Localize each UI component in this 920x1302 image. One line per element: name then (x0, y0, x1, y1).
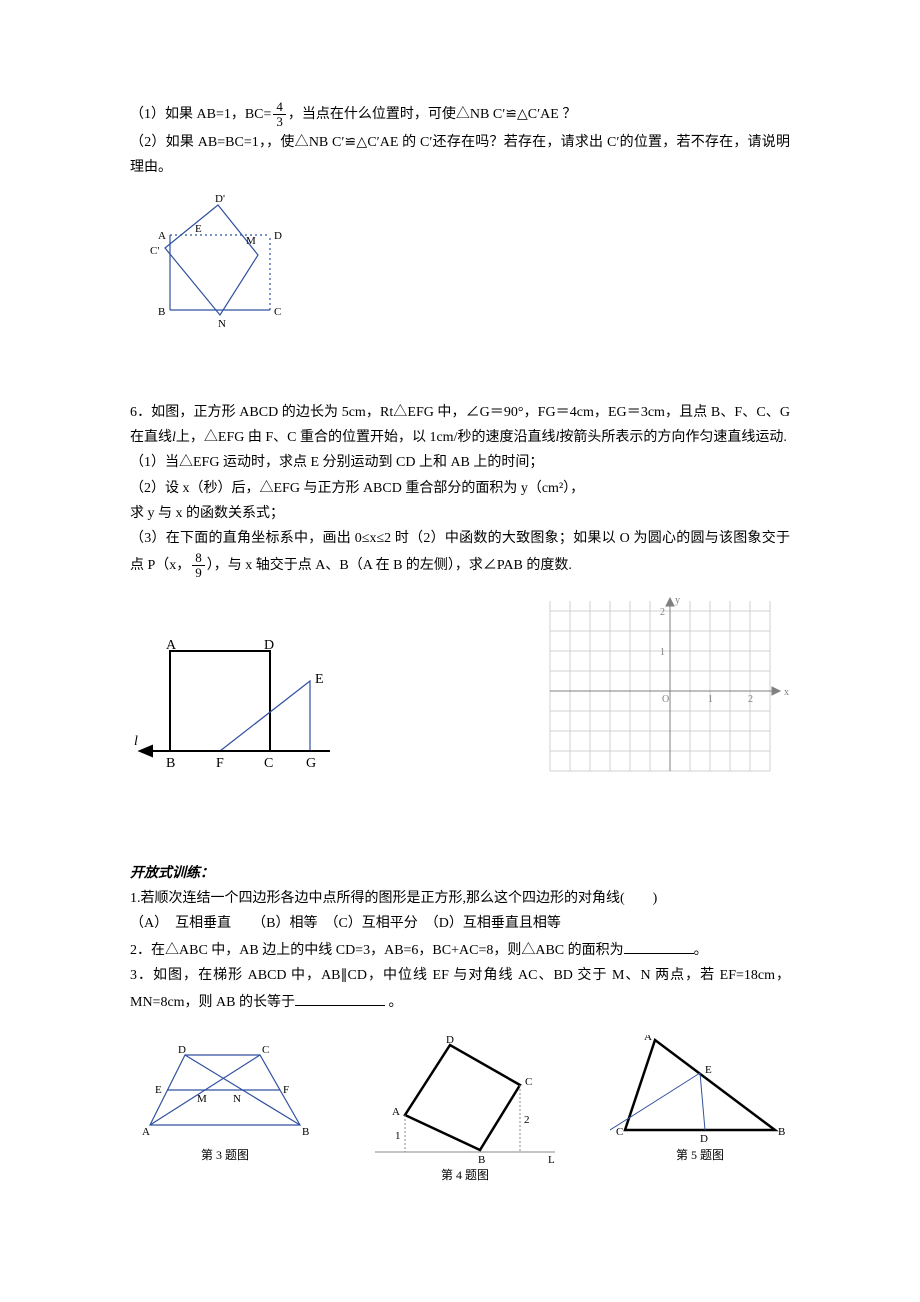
lbl-C2: C (264, 756, 273, 771)
q5-line1b: ，当点在什么位置时，可使△NB C′≌△C′AE ？ (288, 107, 576, 122)
q6-p1: 6．如图，正方形 ABCD 的边长为 5cm，Rt△EFG 中，∠G＝90°，F… (130, 400, 790, 450)
lbl-E2: E (315, 672, 324, 687)
q5-line2: （2）如果 AB=BC=1，，使△NB C′≌△C′AE 的 C′还存在吗？若存… (130, 130, 790, 180)
fig5-svg: A B C D E (610, 1035, 790, 1145)
fig3-caption: 第 3 题图 (130, 1145, 320, 1167)
svg-text:E: E (705, 1064, 712, 1076)
svg-text:N: N (233, 1093, 241, 1105)
lbl-B: B (158, 306, 165, 318)
q5-line1: （1）如果 AB=1，BC=43，当点在什么位置时，可使△NB C′≌△C′AE… (130, 100, 790, 130)
fig5-caption: 第 5 题图 (610, 1145, 790, 1167)
svg-text:A: A (392, 1106, 400, 1118)
yt1: 1 (660, 647, 665, 658)
lbl-C: C (274, 306, 281, 318)
q5-figure: A B C D D' C' E M N (130, 190, 790, 330)
q5-svg: A B C D D' C' E M N (130, 190, 310, 330)
lbl-Dp: D' (215, 193, 225, 205)
svg-text:D: D (700, 1133, 708, 1145)
svg-text:C: C (616, 1126, 623, 1138)
q6-right-svg: x y O 1 2 1 2 (540, 591, 790, 781)
train-q1-opts: （A） 互相垂直 （B）相等 （C）互相平分 （D）互相垂直且相等 (130, 911, 790, 936)
svg-text:L: L (548, 1154, 555, 1165)
svg-text:C: C (525, 1076, 532, 1088)
svg-text:B: B (478, 1154, 485, 1165)
training-figures: A B C D E F M N 第 3 题图 (130, 1035, 790, 1187)
origin: O (662, 694, 669, 705)
fig5-col: A B C D E 第 5 题图 (610, 1035, 790, 1167)
svg-text:A: A (142, 1126, 150, 1138)
svg-text:A: A (644, 1035, 652, 1043)
lbl-D2: D (264, 638, 274, 653)
lbl-D: D (274, 230, 282, 242)
lbl-E: E (195, 223, 202, 235)
svg-text:B: B (778, 1126, 785, 1138)
svg-text:E: E (155, 1084, 162, 1096)
svg-text:B: B (302, 1126, 309, 1138)
axis-y: y (675, 595, 680, 606)
fig3-col: A B C D E F M N 第 3 题图 (130, 1035, 320, 1167)
lbl-M: M (246, 235, 256, 247)
q6-figures: A B C D E F G l (130, 591, 790, 781)
lbl-N: N (218, 318, 226, 330)
blank-2 (295, 988, 385, 1006)
train-q3: 3．如图，在梯形 ABCD 中，AB∥CD，中位线 EF 与对角线 AC、BD … (130, 963, 790, 1015)
svg-text:D: D (178, 1044, 186, 1056)
lbl-Cp: C' (150, 245, 159, 257)
q6-p4: 求 y 与 x 的函数关系式； (130, 501, 790, 526)
frac-4-3: 43 (273, 100, 286, 130)
lbl-l: l (134, 734, 138, 749)
train-q2: 2．在△ABC 中，AB 边上的中线 CD=3，AB=6，BC+AC=8，则△A… (130, 936, 790, 963)
train-q1: 1.若顺次连结一个四边形各边中点所得的图形是正方形,那么这个四边形的对角线( ) (130, 886, 790, 911)
fig4-svg: A B C D 1 2 L (370, 1035, 560, 1165)
blank-1 (624, 936, 694, 954)
q6-p3: （2）设 x（秒）后，△EFG 与正方形 ABCD 重合部分的面积为 y（cm²… (130, 476, 790, 501)
lbl-A2: A (166, 638, 177, 653)
q5-line1a: （1）如果 AB=1，BC= (130, 107, 271, 122)
lbl-G2: G (306, 756, 316, 771)
lbl-F2: F (216, 756, 224, 771)
lbl-B2: B (166, 756, 175, 771)
svg-text:F: F (283, 1084, 289, 1096)
svg-text:1: 1 (395, 1130, 401, 1142)
xt2: 2 (748, 694, 753, 705)
q6-left-svg: A B C D E F G l (130, 631, 350, 781)
fig4-col: A B C D 1 2 L 第 4 题图 (370, 1035, 560, 1187)
q6-p2: （1）当△EFG 运动时，求点 E 分别运动到 CD 上和 AB 上的时间； (130, 450, 790, 475)
q6-p5: （3）在下面的直角坐标系中，画出 0≤x≤2 时（2）中函数的大致图象；如果以 … (130, 526, 790, 581)
svg-text:D: D (446, 1035, 454, 1046)
svg-text:C: C (262, 1044, 269, 1056)
fig3-svg: A B C D E F M N (130, 1035, 320, 1145)
yt2: 2 (660, 607, 665, 618)
xt1: 1 (708, 694, 713, 705)
page: （1）如果 AB=1，BC=43，当点在什么位置时，可使△NB C′≌△C′AE… (0, 0, 920, 1302)
svg-text:2: 2 (524, 1114, 530, 1126)
svg-text:M: M (197, 1093, 207, 1105)
lbl-A: A (158, 230, 166, 242)
frac-8-9: 89 (192, 551, 205, 581)
axis-x: x (784, 687, 789, 698)
fig4-caption: 第 4 题图 (370, 1165, 560, 1187)
training-title: 开放式训练： (130, 861, 790, 886)
